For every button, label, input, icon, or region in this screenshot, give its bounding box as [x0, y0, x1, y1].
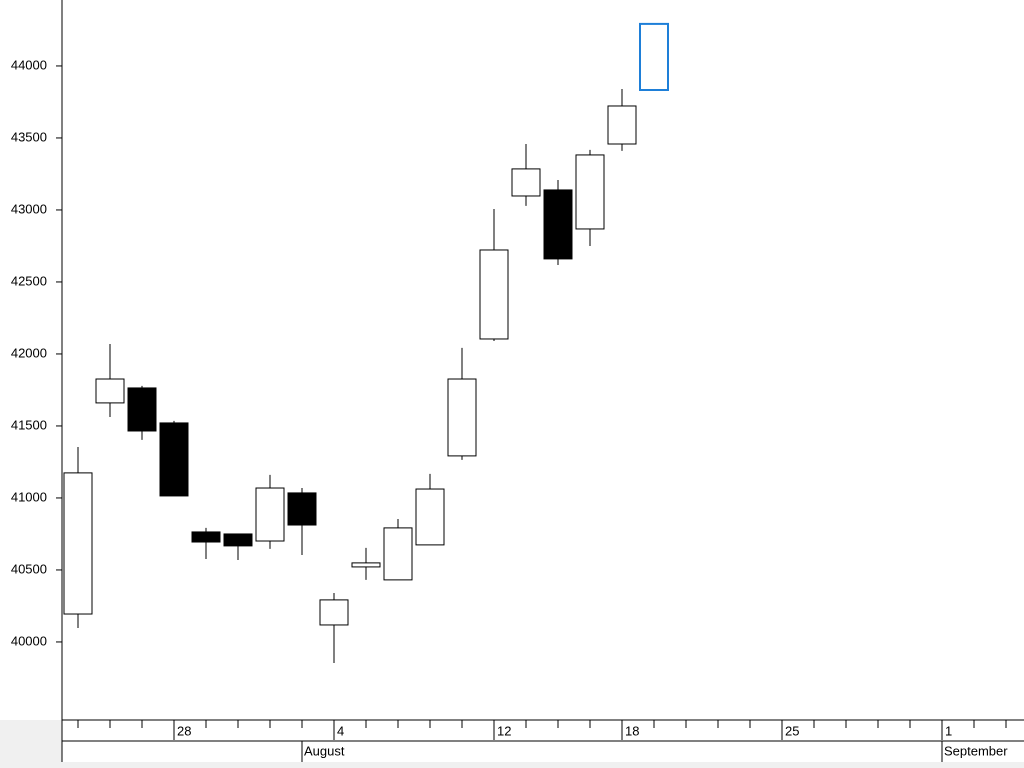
- y-tick-label: 40500: [11, 561, 47, 576]
- y-tick-label: 43500: [11, 129, 47, 144]
- candle-body: [639, 22, 669, 91]
- candle-body: [351, 562, 381, 568]
- x-tick-label: 18: [625, 723, 639, 738]
- y-tick-label: 40000: [11, 633, 47, 648]
- y-tick-label: 44000: [11, 57, 47, 72]
- candle-body: [415, 488, 445, 546]
- candle-body: [543, 189, 573, 260]
- y-tick-label: 41000: [11, 489, 47, 504]
- y-tick-label: 42500: [11, 273, 47, 288]
- candle-body: [383, 527, 413, 581]
- candle-body: [255, 487, 285, 542]
- candle-body: [159, 422, 189, 497]
- x-tick-label: 1: [945, 723, 952, 738]
- axis-corner: [0, 720, 62, 768]
- y-tick-label: 41500: [11, 417, 47, 432]
- candle-body: [319, 599, 349, 626]
- y-tick-label: 42000: [11, 345, 47, 360]
- y-tick-label: 43000: [11, 201, 47, 216]
- candle-body: [479, 249, 509, 340]
- candle-body: [287, 492, 317, 526]
- candle-body: [607, 105, 637, 145]
- candle-body: [191, 531, 221, 543]
- candle-body: [511, 168, 541, 197]
- candle-body: [63, 472, 93, 615]
- x-tick-label: 25: [785, 723, 799, 738]
- month-label: September: [944, 743, 1008, 758]
- x-tick-label: 4: [337, 723, 344, 738]
- x-tick-label: 28: [177, 723, 191, 738]
- month-label: August: [304, 743, 345, 758]
- candle-body: [447, 378, 477, 457]
- status-strip: [0, 762, 1024, 768]
- x-tick-label: 12: [497, 723, 511, 738]
- candle-body: [575, 154, 605, 230]
- candle-body: [127, 387, 157, 432]
- candle-body: [95, 378, 125, 404]
- candle-body: [223, 533, 253, 547]
